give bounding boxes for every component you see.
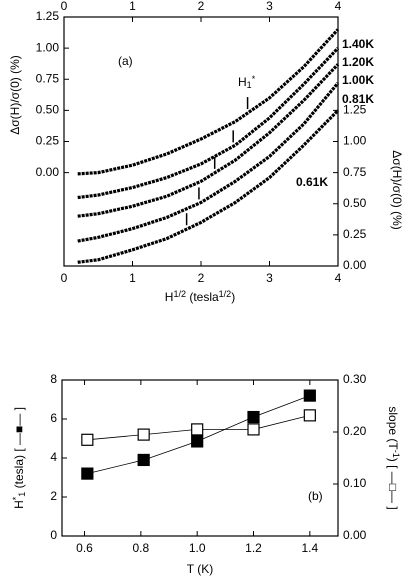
x-axis-label-part: H bbox=[165, 290, 174, 304]
y-tick-label: 2 bbox=[50, 489, 57, 503]
panel-label: (a) bbox=[118, 54, 133, 68]
y2-tick-label: 0.50 bbox=[343, 196, 367, 210]
x-top-tick-label: 3 bbox=[266, 0, 273, 13]
open-square bbox=[303, 409, 316, 422]
x-tick-label: 1.4 bbox=[301, 541, 318, 555]
open-square bbox=[191, 423, 204, 436]
y-tick-label: 6 bbox=[50, 411, 57, 425]
y-axis-label-part: * bbox=[11, 496, 21, 500]
y2-axis-label: slope (T-1) [ —□— ] bbox=[386, 406, 401, 509]
y-axis-label: Δσ(H)/σ(0) (%) bbox=[8, 55, 22, 134]
y2-tick-label: 0.25 bbox=[343, 227, 367, 241]
x-top-tick-label: 4 bbox=[335, 0, 342, 13]
y2-tick-label: 0.00 bbox=[343, 528, 367, 542]
filled-square bbox=[191, 435, 204, 448]
series-label: 1.40K bbox=[342, 37, 374, 51]
open-square bbox=[137, 428, 150, 441]
data-curve bbox=[77, 81, 340, 243]
y2-axis-label-part: -1 bbox=[391, 450, 401, 458]
y2-tick-label: 1.00 bbox=[343, 134, 367, 148]
x-tick-label: 0.8 bbox=[133, 541, 150, 555]
marker-label-part: 1 bbox=[247, 80, 252, 90]
x-axis-label-part: ) bbox=[231, 290, 235, 304]
x-tick-label: 4 bbox=[335, 271, 342, 285]
marker-label-part: H bbox=[238, 75, 247, 89]
y2-tick-label: 0.20 bbox=[343, 424, 367, 438]
y-axis-label-part: 1 bbox=[17, 492, 27, 497]
marker-label-part: * bbox=[252, 74, 256, 84]
y-axis-label-part: H bbox=[12, 500, 26, 509]
x-top-tick-label: 2 bbox=[198, 0, 205, 13]
y-tick-label: 0 bbox=[50, 528, 57, 542]
x-tick-label: 0.6 bbox=[76, 541, 93, 555]
y2-tick-label: 0.30 bbox=[343, 372, 367, 386]
y-tick-label: 0.00 bbox=[36, 165, 60, 179]
x-axis-label-part: (tesla bbox=[186, 290, 219, 304]
y2-axis-label-part: ) [ —□— ] bbox=[386, 458, 400, 510]
y-tick-label: 1.25 bbox=[36, 9, 60, 23]
y-tick-label: 4 bbox=[50, 450, 57, 464]
data-curve bbox=[77, 63, 340, 218]
x-tick-label: 3 bbox=[266, 271, 273, 285]
x-axis-label-part: 1/2 bbox=[219, 289, 232, 299]
filled-square bbox=[247, 410, 260, 424]
series-label: 1.00K bbox=[342, 73, 374, 87]
x-top-tick-label: 0 bbox=[61, 0, 68, 13]
x-axis-label: H1/2 (tesla1/2) bbox=[165, 289, 235, 304]
x-axis-label: T (K) bbox=[187, 562, 213, 576]
data-curve bbox=[77, 28, 340, 176]
marker-label: H1* bbox=[238, 74, 256, 89]
data-curve bbox=[77, 47, 340, 200]
y-tick-label: 0.75 bbox=[36, 71, 60, 85]
filled-square bbox=[303, 389, 316, 402]
x-top-tick-label: 1 bbox=[129, 0, 136, 13]
y-tick-label: 1.00 bbox=[36, 40, 60, 54]
filled-square bbox=[81, 467, 94, 480]
series-label: 0.61K bbox=[296, 175, 328, 189]
plot-frame bbox=[61, 379, 339, 537]
filled-square bbox=[137, 453, 150, 467]
x-tick-label: 1.2 bbox=[245, 541, 262, 555]
y2-tick-label: 1.25 bbox=[343, 103, 367, 117]
series-label: 1.20K bbox=[342, 55, 374, 69]
y2-tick-label: 0.10 bbox=[343, 476, 367, 490]
x-tick-label: 2 bbox=[198, 271, 205, 285]
y2-tick-label: 0.00 bbox=[343, 258, 367, 272]
open-square bbox=[81, 433, 94, 446]
y2-axis-label-part: slope (T bbox=[386, 406, 400, 450]
y2-axis-label: Δσ(H)/σ(0) (%) bbox=[390, 150, 404, 229]
y-tick-label: 0.25 bbox=[36, 134, 60, 148]
series-label: 0.81K bbox=[342, 92, 374, 106]
y-tick-label: 0.50 bbox=[36, 103, 60, 117]
x-axis-label-part: 1/2 bbox=[173, 289, 186, 299]
y-tick-label: 8 bbox=[50, 372, 57, 386]
panel-label: (b) bbox=[308, 489, 323, 503]
open-square bbox=[247, 423, 260, 436]
data-curve bbox=[77, 109, 340, 264]
x-tick-label: 1 bbox=[129, 271, 136, 285]
y-axis-label-part: (tesla) [ —■— ] bbox=[12, 407, 26, 492]
x-tick-label: 0 bbox=[61, 271, 68, 285]
x-axis-label-part: T (K) bbox=[187, 562, 213, 576]
plot-frame bbox=[63, 16, 339, 267]
y-axis-label: H*1 (tesla) [ —■— ] bbox=[11, 407, 26, 509]
x-tick-label: 1.0 bbox=[189, 541, 206, 555]
y2-tick-label: 0.75 bbox=[343, 165, 367, 179]
